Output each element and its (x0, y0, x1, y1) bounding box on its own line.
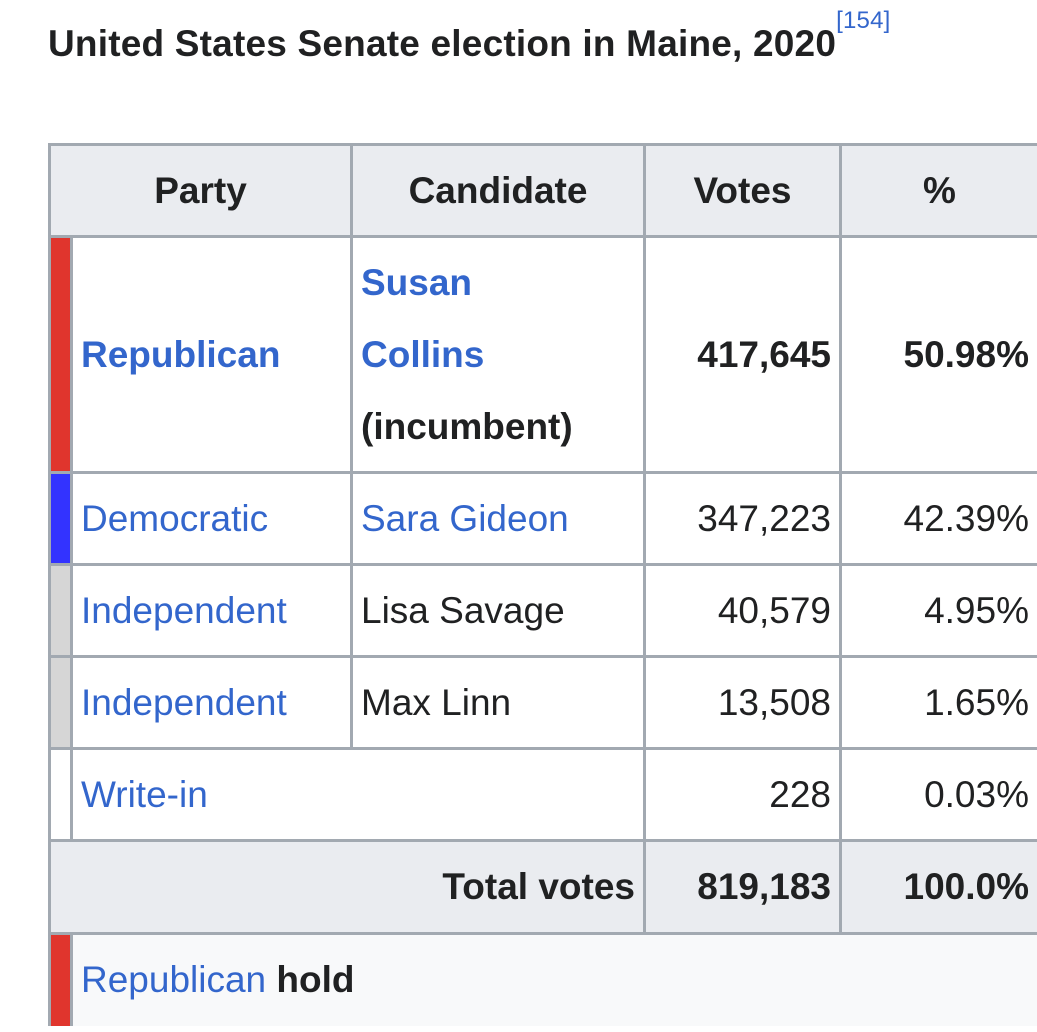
candidate-link-line1[interactable]: Susan (361, 261, 473, 303)
percent-cell: 1.65% (839, 655, 1037, 750)
party-link[interactable]: Independent (81, 681, 287, 723)
result-cell: Republican hold (70, 932, 1037, 1026)
party-cell: Independent (70, 563, 353, 658)
percent-cell: 42.39% (839, 471, 1037, 566)
header-percent: % (839, 143, 1037, 238)
reference-link[interactable]: [154] (836, 7, 891, 34)
election-box: United States Senate election in Maine, … (48, 0, 1037, 1026)
header-row: Party Candidate Votes % (48, 143, 1037, 238)
party-link[interactable]: Democratic (81, 497, 269, 539)
party-cell: Independent (70, 655, 353, 750)
header-party: Party (48, 143, 353, 238)
candidate-link-line2[interactable]: Collins (361, 333, 485, 375)
table-row: Republican Susan Collins (incumbent) 417… (48, 235, 1037, 474)
party-link[interactable]: Republican (81, 333, 281, 375)
total-row: Total votes 819,183 100.0% (48, 839, 1037, 935)
total-label: Total votes (48, 839, 646, 935)
result-party-link[interactable]: Republican (81, 959, 267, 1001)
caption-title: United States Senate election in Maine, … (48, 23, 837, 64)
table-row: Independent Max Linn 13,508 1.65% (48, 655, 1037, 750)
candidate-cell: Sara Gideon (350, 471, 646, 566)
results-table: Party Candidate Votes % Republican Susan… (48, 143, 1037, 1026)
party-color-bar (48, 655, 73, 750)
votes-cell: 347,223 (643, 471, 842, 566)
table-caption: United States Senate election in Maine, … (48, 0, 1037, 143)
percent-cell: 50.98% (839, 235, 1037, 474)
votes-cell: 13,508 (643, 655, 842, 750)
party-cell: Republican (70, 235, 353, 474)
candidate-cell: Lisa Savage (350, 563, 646, 658)
table-row: Democratic Sara Gideon 347,223 42.39% (48, 471, 1037, 566)
votes-cell: 417,645 (643, 235, 842, 474)
total-percent: 100.0% (839, 839, 1037, 935)
party-color-bar (48, 235, 73, 474)
party-color-bar (48, 563, 73, 658)
table-row: Write-in 228 0.03% (48, 747, 1037, 842)
party-cell: Write-in (70, 747, 646, 842)
header-votes: Votes (643, 143, 842, 238)
percent-cell: 0.03% (839, 747, 1037, 842)
party-link[interactable]: Write-in (81, 773, 208, 815)
party-color-bar (48, 932, 73, 1026)
votes-cell: 228 (643, 747, 842, 842)
header-candidate: Candidate (350, 143, 646, 238)
percent-cell: 4.95% (839, 563, 1037, 658)
party-color-bar (48, 747, 73, 842)
result-outcome: hold (276, 959, 355, 1001)
party-color-bar (48, 471, 73, 566)
votes-cell: 40,579 (643, 563, 842, 658)
candidate-link[interactable]: Sara Gideon (361, 497, 569, 539)
total-votes: 819,183 (643, 839, 842, 935)
result-row: Republican hold (48, 932, 1037, 1026)
table-row: Independent Lisa Savage 40,579 4.95% (48, 563, 1037, 658)
party-cell: Democratic (70, 471, 353, 566)
party-link[interactable]: Independent (81, 589, 287, 631)
candidate-cell: Max Linn (350, 655, 646, 750)
candidate-note: (incumbent) (361, 405, 573, 447)
candidate-cell: Susan Collins (incumbent) (350, 235, 646, 474)
